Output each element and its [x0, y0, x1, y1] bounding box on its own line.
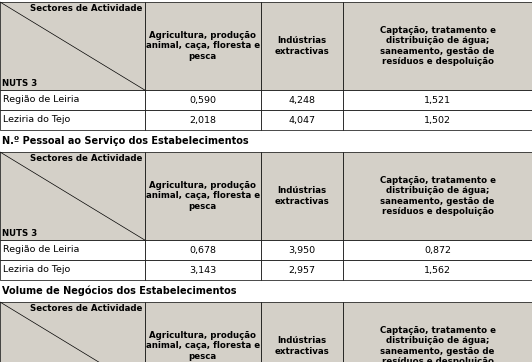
Text: Captação, tratamento e
distribuição de água;
saneamento, gestão de
resíduos e de: Captação, tratamento e distribuição de á… — [379, 176, 496, 216]
Text: 3,143: 3,143 — [189, 265, 217, 274]
Text: Sectores de Actividade: Sectores de Actividade — [30, 154, 143, 163]
Bar — [261, 2, 343, 90]
Text: 1,521: 1,521 — [424, 96, 451, 105]
Bar — [0, 240, 145, 260]
Bar — [343, 2, 532, 90]
Bar — [343, 152, 532, 240]
Text: Agricultura, produção
animal, caça, floresta e
pesca: Agricultura, produção animal, caça, flor… — [146, 181, 260, 211]
Text: Leziria do Tejo: Leziria do Tejo — [3, 265, 70, 274]
Bar — [145, 2, 261, 90]
Bar — [261, 90, 343, 110]
Text: Região de Leiria: Região de Leiria — [3, 245, 79, 254]
Bar — [343, 110, 532, 130]
Bar — [145, 110, 261, 130]
Bar — [261, 260, 343, 280]
Text: Leziria do Tejo: Leziria do Tejo — [3, 115, 70, 125]
Text: Captação, tratamento e
distribuição de água;
saneamento, gestão de
resíduos e de: Captação, tratamento e distribuição de á… — [379, 326, 496, 362]
Text: Agricultura, produção
animal, caça, floresta e
pesca: Agricultura, produção animal, caça, flor… — [146, 331, 260, 361]
Bar — [145, 302, 261, 362]
Bar — [261, 152, 343, 240]
Text: NUTS 3: NUTS 3 — [2, 79, 37, 88]
Bar — [0, 90, 145, 110]
Bar — [343, 240, 532, 260]
Bar — [145, 260, 261, 280]
Text: Indústrias
extractivas: Indústrias extractivas — [275, 186, 329, 206]
Text: Indústrias
extractivas: Indústrias extractivas — [275, 336, 329, 356]
Text: 1,502: 1,502 — [424, 115, 451, 125]
Text: 0,590: 0,590 — [189, 96, 216, 105]
Text: Sectores de Actividade: Sectores de Actividade — [30, 304, 143, 313]
Text: Indústrias
extractivas: Indústrias extractivas — [275, 36, 329, 56]
Bar — [0, 2, 145, 90]
Text: Volume de Negócios dos Estabelecimentos: Volume de Negócios dos Estabelecimentos — [2, 286, 237, 296]
Bar — [145, 90, 261, 110]
Text: N.º Pessoal ao Serviço dos Estabelecimentos: N.º Pessoal ao Serviço dos Estabelecimen… — [2, 136, 248, 146]
Text: 4,248: 4,248 — [288, 96, 315, 105]
Bar — [261, 240, 343, 260]
Bar — [0, 260, 145, 280]
Text: 0,872: 0,872 — [424, 245, 451, 254]
Bar — [261, 110, 343, 130]
Bar — [0, 110, 145, 130]
Text: Captação, tratamento e
distribuição de água;
saneamento, gestão de
resíduos e de: Captação, tratamento e distribuição de á… — [379, 26, 496, 66]
Text: 2,957: 2,957 — [288, 265, 315, 274]
Text: 2,018: 2,018 — [189, 115, 216, 125]
Text: 0,678: 0,678 — [189, 245, 216, 254]
Text: Agricultura, produção
animal, caça, floresta e
pesca: Agricultura, produção animal, caça, flor… — [146, 31, 260, 61]
Text: 1,562: 1,562 — [424, 265, 451, 274]
Bar — [343, 260, 532, 280]
Text: 4,047: 4,047 — [288, 115, 315, 125]
Text: Região de Leiria: Região de Leiria — [3, 96, 79, 105]
Bar — [145, 152, 261, 240]
Bar — [145, 240, 261, 260]
Bar — [0, 152, 145, 240]
Bar — [343, 302, 532, 362]
Text: NUTS 3: NUTS 3 — [2, 229, 37, 238]
Bar — [343, 90, 532, 110]
Bar — [0, 302, 145, 362]
Text: Sectores de Actividade: Sectores de Actividade — [30, 4, 143, 13]
Bar — [261, 302, 343, 362]
Text: 3,950: 3,950 — [288, 245, 315, 254]
